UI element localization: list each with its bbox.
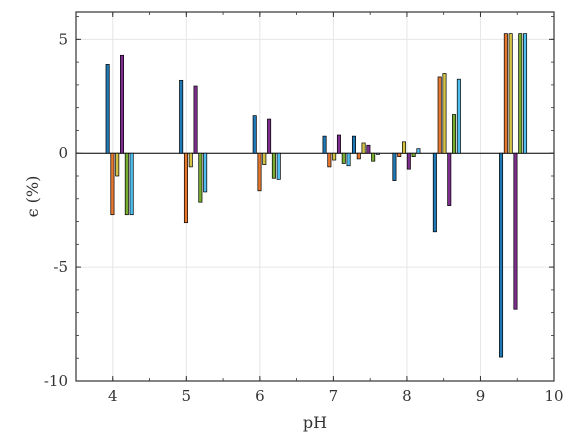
- grid: [76, 12, 555, 382]
- y-tick-label-0: -10: [44, 372, 68, 390]
- bar-group-7-series-3: [513, 152, 518, 310]
- y-tick-label-1: -5: [53, 258, 68, 276]
- bar-group-3-series-4: [341, 152, 346, 164]
- x-axis-label: pH: [303, 413, 327, 432]
- bar-group-0-series-1: [110, 152, 115, 216]
- bar-group-4-series-5: [375, 152, 380, 155]
- bar-group-6-series-5: [456, 78, 461, 154]
- bar-group-5-series-5: [416, 148, 421, 154]
- x-tick-label-3: 7: [329, 387, 339, 405]
- bar-group-4-series-1: [356, 152, 361, 160]
- bar-group-3-series-1: [327, 152, 332, 168]
- bar-group-6-series-3: [447, 152, 452, 206]
- bar-group-1-series-2: [188, 152, 193, 168]
- bar-group-4-series-2: [361, 142, 366, 154]
- bar-group-1-series-1: [183, 152, 188, 224]
- bar-group-0-series-5: [129, 152, 134, 216]
- x-tick-label-5: 9: [476, 387, 486, 405]
- bar-group-6-series-2: [442, 73, 447, 154]
- bar-group-4-series-4: [371, 152, 376, 162]
- x-tick-label-4: 8: [402, 387, 412, 405]
- bar-group-2-series-3: [267, 118, 272, 154]
- y-tick-label-3: 5: [58, 30, 68, 48]
- bar-group-0-series-4: [124, 152, 129, 216]
- bar-group-5-series-3: [406, 152, 411, 170]
- bar-group-2-series-4: [271, 152, 276, 179]
- bar-group-4-series-0: [351, 135, 356, 154]
- bar-group-5-series-0: [392, 152, 397, 181]
- x-tick-label-0: 4: [108, 387, 118, 405]
- bar-group-7-series-2: [508, 33, 513, 154]
- bar-group-0-series-0: [105, 64, 110, 154]
- bar-group-3-series-5: [346, 152, 351, 167]
- bar-group-1-series-0: [179, 79, 184, 154]
- x-tick-label-6: 10: [544, 387, 563, 405]
- bar-group-5-series-4: [411, 152, 416, 157]
- bar-group-1-series-3: [193, 85, 198, 154]
- bar-group-1-series-4: [198, 152, 203, 203]
- x-tick-label-1: 5: [182, 387, 192, 405]
- bar-group-2-series-0: [252, 115, 257, 154]
- bar-group-4-series-3: [366, 144, 371, 154]
- y-tick-label-2: 0: [58, 144, 68, 162]
- bars: [105, 33, 528, 358]
- bar-group-2-series-1: [257, 152, 262, 192]
- bar-group-5-series-2: [402, 141, 407, 154]
- x-tick-label-2: 6: [255, 387, 265, 405]
- bar-group-6-series-0: [432, 152, 437, 233]
- bar-group-3-series-3: [336, 134, 341, 154]
- bar-group-7-series-4: [518, 33, 523, 154]
- bar-group-7-series-1: [503, 33, 508, 154]
- bar-group-1-series-5: [203, 152, 208, 193]
- bar-group-6-series-4: [452, 114, 457, 154]
- bar-group-0-series-2: [115, 152, 120, 177]
- bar-group-3-series-2: [332, 152, 337, 161]
- bar-group-2-series-5: [276, 152, 281, 180]
- bar-group-7-series-5: [523, 33, 528, 154]
- bar-group-0-series-3: [120, 54, 125, 154]
- plot-frame: [75, 11, 555, 382]
- bar-group-6-series-1: [437, 76, 442, 154]
- ticks: [75, 12, 555, 382]
- bar-group-3-series-0: [322, 135, 327, 154]
- y-axis-label: ϵ (%): [23, 176, 42, 218]
- bar-group-7-series-0: [499, 152, 504, 358]
- tick-labels: 4 5 6 7 8 9 10 -10 -5 0 5: [44, 30, 564, 405]
- bar-group-2-series-2: [262, 152, 267, 165]
- bar-group-5-series-1: [397, 152, 402, 157]
